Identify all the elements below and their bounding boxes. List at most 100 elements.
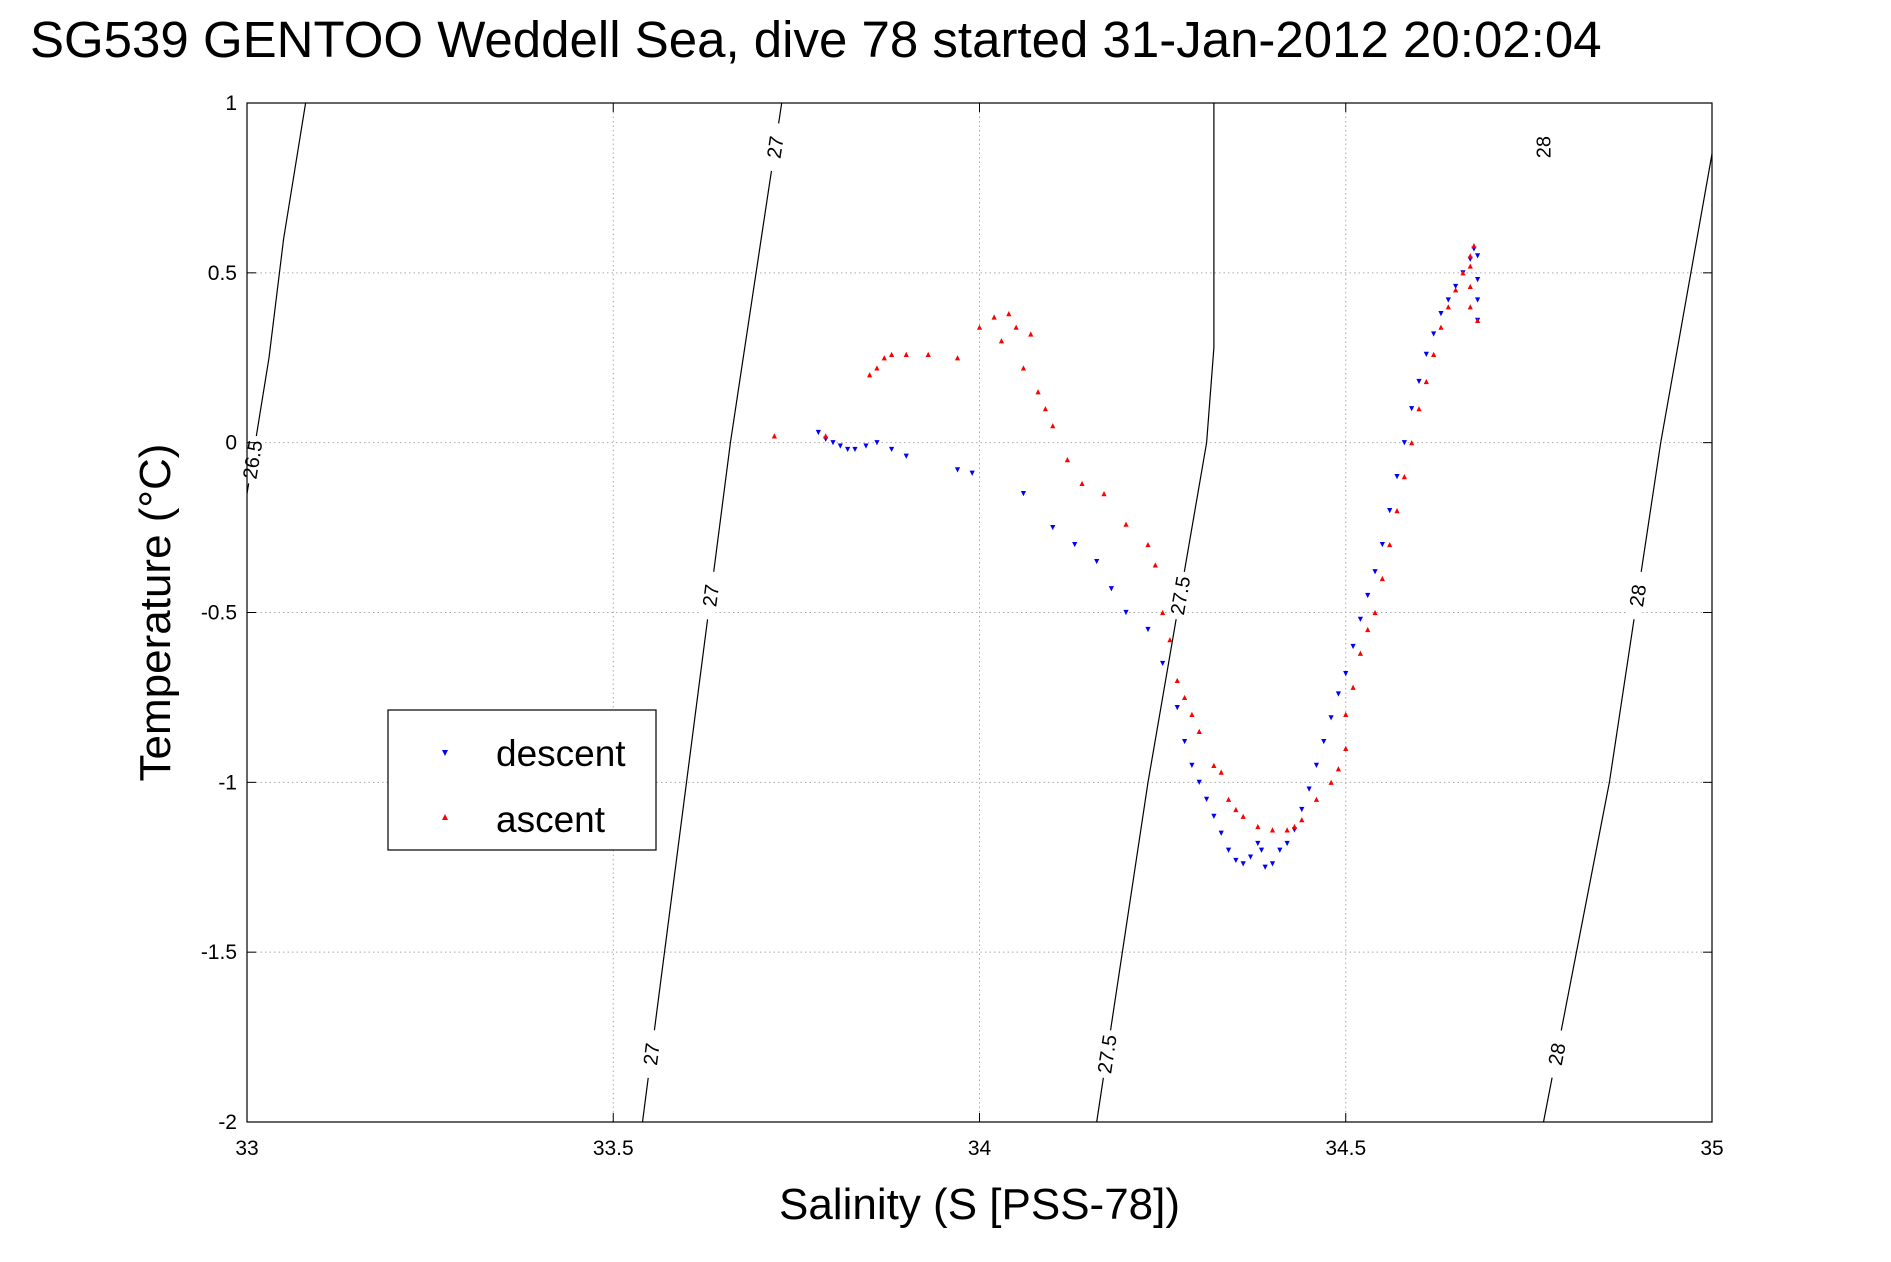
- data-point-descent: [1174, 705, 1180, 711]
- isopycnal-line: [1542, 153, 1712, 1122]
- data-point-ascent: [1101, 491, 1107, 497]
- data-point-ascent: [1471, 243, 1477, 249]
- isopycnal-line: [247, 103, 307, 494]
- data-point-descent: [1145, 626, 1151, 633]
- data-point-ascent: [1350, 684, 1356, 690]
- data-point-ascent: [1460, 270, 1466, 276]
- data-point-descent: [954, 467, 961, 473]
- data-point-ascent: [1160, 609, 1166, 616]
- data-point-ascent: [1020, 365, 1027, 371]
- data-point-descent: [1357, 616, 1363, 622]
- data-point-ascent: [1064, 457, 1070, 463]
- isopycnal-label-gap: [764, 122, 786, 172]
- data-point-descent: [1108, 586, 1114, 592]
- data-point-ascent: [903, 351, 909, 357]
- y-tick-label: 1: [225, 92, 237, 115]
- data-point-descent: [1189, 762, 1195, 768]
- data-point-descent: [874, 440, 880, 446]
- data-point-ascent: [823, 433, 829, 439]
- data-point-descent: [1416, 378, 1422, 385]
- data-point-ascent: [1233, 806, 1239, 813]
- data-point-descent: [1306, 786, 1312, 792]
- data-point-descent: [1343, 671, 1349, 677]
- data-point-descent: [1423, 351, 1429, 357]
- data-point-ascent: [976, 324, 983, 330]
- data-point-descent: [889, 446, 895, 453]
- data-point-ascent: [1416, 406, 1422, 412]
- legend-label-descent: descent: [496, 733, 626, 774]
- legend-marker-ascent: [442, 814, 448, 820]
- data-point-ascent: [1438, 324, 1444, 330]
- data-point-ascent: [925, 351, 931, 357]
- data-point-descent: [1240, 861, 1246, 867]
- x-tick-label: 34.5: [1325, 1137, 1366, 1160]
- data-point-ascent: [1042, 406, 1049, 412]
- data-point-ascent: [954, 355, 961, 361]
- y-tick-label: 0: [225, 432, 237, 455]
- data-point-ascent: [874, 365, 880, 371]
- data-point-ascent: [1401, 474, 1407, 480]
- data-point-ascent: [1431, 351, 1437, 357]
- data-point-ascent: [1050, 423, 1056, 429]
- data-point-descent: [1475, 277, 1481, 283]
- data-point-descent: [1247, 854, 1254, 860]
- data-point-ascent: [1423, 378, 1429, 385]
- data-point-ascent: [1467, 263, 1473, 269]
- data-point-ascent: [998, 338, 1005, 344]
- isopycnal-label-gap: [1536, 123, 1551, 172]
- data-point-ascent: [1035, 389, 1041, 395]
- data-point-ascent: [1365, 626, 1371, 633]
- data-point-descent: [1094, 558, 1100, 565]
- data-point-descent: [1313, 762, 1320, 768]
- data-point-descent: [1401, 440, 1407, 446]
- data-point-ascent: [1189, 711, 1195, 717]
- y-tick-label: -2: [218, 1111, 237, 1134]
- data-point-descent: [1431, 331, 1437, 337]
- data-point-descent: [1203, 796, 1210, 802]
- data-point-ascent: [1475, 317, 1481, 323]
- legend-marker-descent: [442, 750, 448, 756]
- data-point-ascent: [1409, 440, 1415, 446]
- isopycnal-label-gap: [1169, 570, 1192, 621]
- data-point-ascent: [1291, 823, 1298, 830]
- data-point-ascent: [889, 351, 895, 357]
- data-point-descent: [1020, 491, 1027, 497]
- data-point-ascent: [1453, 287, 1459, 293]
- y-tick-label: -0.5: [201, 602, 237, 625]
- data-point-descent: [1438, 310, 1444, 317]
- data-point-descent: [1050, 524, 1056, 531]
- data-point-ascent: [1196, 728, 1202, 734]
- data-point-descent: [1475, 297, 1481, 303]
- y-tick-label: 0.5: [208, 262, 237, 285]
- data-point-ascent: [1467, 253, 1473, 259]
- data-point-ascent: [1379, 575, 1385, 582]
- data-point-descent: [1335, 691, 1342, 697]
- data-point-descent: [1225, 847, 1232, 853]
- data-point-descent: [845, 446, 851, 453]
- data-point-ascent: [1028, 331, 1034, 337]
- isopycnal-label: 28: [1534, 136, 1556, 158]
- data-point-ascent: [1343, 745, 1349, 751]
- data-point-ascent: [1255, 823, 1261, 830]
- data-point-descent: [1160, 660, 1166, 667]
- data-point-descent: [1394, 474, 1400, 480]
- data-point-ascent: [1079, 480, 1085, 487]
- data-point-ascent: [881, 355, 887, 361]
- data-point-descent: [1321, 738, 1327, 745]
- y-axis-label: Temperature (°C): [131, 444, 180, 782]
- series-descent: [815, 246, 1481, 870]
- grid: [247, 103, 1712, 1122]
- legend-box: [387, 709, 657, 851]
- isopycnal-label-gap: [1545, 1029, 1569, 1079]
- isopycnal-label: 27: [699, 583, 724, 608]
- data-point-ascent: [1225, 796, 1232, 802]
- legend: descent ascent: [387, 709, 657, 851]
- data-point-descent: [1299, 806, 1305, 813]
- data-point-descent: [1233, 857, 1239, 864]
- data-point-ascent: [1299, 817, 1305, 823]
- data-point-descent: [903, 453, 909, 459]
- isopycnal-label-gap: [641, 1029, 662, 1079]
- data-point-ascent: [1269, 827, 1276, 833]
- data-point-ascent: [1240, 813, 1246, 819]
